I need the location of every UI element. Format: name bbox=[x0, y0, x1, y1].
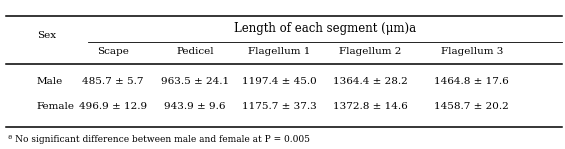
Text: Flagellum 1: Flagellum 1 bbox=[249, 47, 311, 56]
Text: ª No significant difference between male and female at P = 0.005: ª No significant difference between male… bbox=[8, 135, 311, 144]
Text: Female: Female bbox=[37, 102, 75, 111]
Text: 1458.7 ± 20.2: 1458.7 ± 20.2 bbox=[434, 102, 509, 111]
Text: Male: Male bbox=[37, 77, 63, 86]
Text: Flagellum 2: Flagellum 2 bbox=[339, 47, 401, 56]
Text: 496.9 ± 12.9: 496.9 ± 12.9 bbox=[79, 102, 147, 111]
Text: 1464.8 ± 17.6: 1464.8 ± 17.6 bbox=[434, 77, 509, 86]
Text: Flagellum 3: Flagellum 3 bbox=[441, 47, 503, 56]
Text: Sex: Sex bbox=[37, 31, 56, 40]
Text: 1197.4 ± 45.0: 1197.4 ± 45.0 bbox=[242, 77, 317, 86]
Text: 943.9 ± 9.6: 943.9 ± 9.6 bbox=[164, 102, 225, 111]
Text: Scape: Scape bbox=[97, 47, 129, 56]
Text: Length of each segment (μm)a: Length of each segment (μm)a bbox=[234, 22, 416, 35]
Text: 1364.4 ± 28.2: 1364.4 ± 28.2 bbox=[333, 77, 407, 86]
Text: Pedicel: Pedicel bbox=[176, 47, 214, 56]
Text: 1175.7 ± 37.3: 1175.7 ± 37.3 bbox=[242, 102, 317, 111]
Text: 1372.8 ± 14.6: 1372.8 ± 14.6 bbox=[333, 102, 407, 111]
Text: 963.5 ± 24.1: 963.5 ± 24.1 bbox=[161, 77, 229, 86]
Text: 485.7 ± 5.7: 485.7 ± 5.7 bbox=[82, 77, 144, 86]
